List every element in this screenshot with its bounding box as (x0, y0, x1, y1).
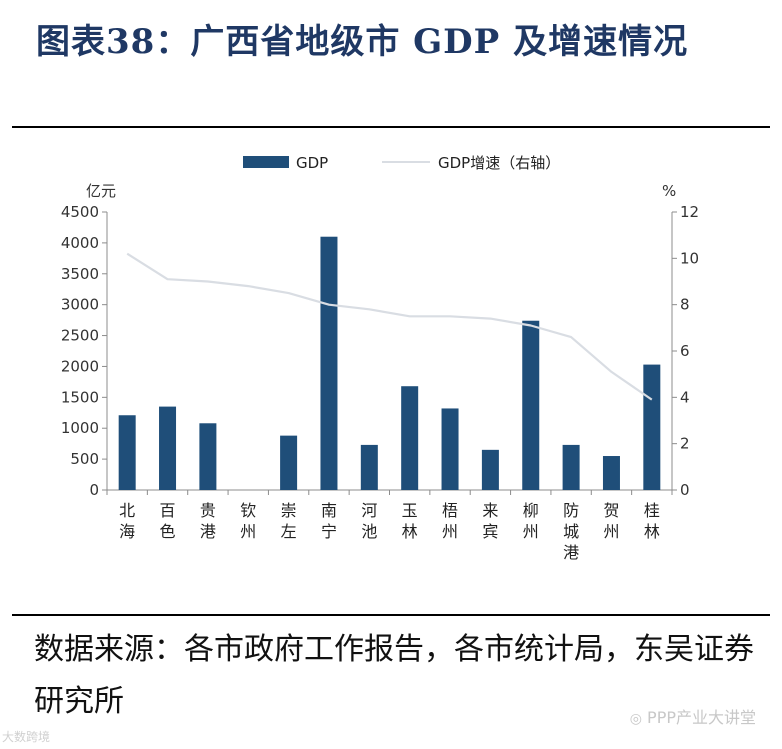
left-tick-label: 1500 (61, 388, 99, 406)
right-tick-label: 12 (680, 203, 699, 221)
category-label: 贵港 (200, 501, 216, 541)
gdp-bar (320, 236, 338, 490)
right-tick-label: 6 (680, 342, 690, 360)
right-tick-label: 8 (680, 296, 690, 314)
gdp-bar (199, 423, 217, 490)
right-tick-label: 4 (680, 388, 690, 406)
gdp-bar (562, 444, 580, 490)
gdp-bar (401, 386, 419, 490)
right-tick-label: 10 (680, 249, 699, 267)
left-tick-label: 0 (89, 481, 99, 499)
line-series (126, 252, 653, 401)
left-tick-label: 2500 (61, 327, 99, 345)
chart-legend: GDP GDP增速（右轴） (243, 154, 560, 172)
category-label: 北海 (119, 501, 135, 541)
left-tick-label: 4000 (61, 234, 99, 252)
watermark-left: 大数跨境 (2, 730, 51, 744)
left-tick-label: 500 (70, 450, 99, 468)
left-axis-unit: 亿元 (86, 182, 116, 200)
top-divider (12, 126, 770, 128)
gdp-growth-chart: GDP GDP增速（右轴） 亿元 % 0 500 1000 1500 2000 2500 30… (61, 154, 699, 562)
category-label: 百色 (160, 501, 176, 541)
right-axis-unit: % (662, 182, 676, 200)
watermark-right: ◎ PPP产业大讲堂 (630, 704, 756, 728)
chart-axes: 0 500 1000 1500 2000 2500 3000 3500 4000 4500 0 2 4 6… (61, 203, 699, 499)
bar-series (118, 236, 661, 490)
left-tick-label: 3000 (61, 296, 99, 314)
right-tick-label: 2 (680, 435, 690, 453)
category-label: 钦州 (240, 501, 256, 541)
gdp-bar (643, 364, 661, 490)
gdp-bar (481, 449, 499, 490)
watermark-right-text: PPP产业大讲堂 (647, 708, 756, 727)
wechat-icon: ◎ (629, 711, 642, 727)
left-tick-label: 2000 (61, 357, 99, 375)
category-label: 梧州 (442, 501, 458, 541)
category-label: 桂林 (644, 501, 660, 541)
gdp-bar (360, 444, 378, 490)
left-tick-label: 1000 (61, 419, 99, 437)
category-label: 来宾 (482, 501, 498, 541)
gdp-bar (280, 435, 298, 490)
growth-line (126, 252, 653, 401)
category-label: 贺州 (603, 501, 619, 541)
category-label: 南宁 (321, 501, 337, 541)
category-label: 崇左 (281, 501, 297, 541)
source-note: 数据来源：各市政府工作报告，各市统计局，东吴证券研究所 (34, 632, 754, 719)
bottom-divider (12, 614, 770, 616)
category-label: 玉林 (402, 501, 418, 541)
gdp-bar (602, 456, 620, 490)
figure-title: 图表38：广西省地级市 GDP 及增速情况 (36, 22, 689, 62)
left-tick-label: 4500 (61, 203, 99, 221)
gdp-bar (118, 415, 136, 490)
category-label: 河池 (361, 501, 377, 541)
legend-bar-label: GDP (296, 154, 328, 172)
right-tick-label: 0 (680, 481, 690, 499)
gdp-bar (441, 408, 459, 490)
gdp-bar (159, 406, 177, 490)
legend-bar-swatch (243, 156, 289, 168)
legend-line-label: GDP增速（右轴） (438, 154, 560, 172)
gdp-bar (522, 320, 540, 490)
category-label: 防城港 (563, 501, 579, 562)
category-label: 柳州 (523, 501, 539, 541)
left-tick-label: 3500 (61, 265, 99, 283)
